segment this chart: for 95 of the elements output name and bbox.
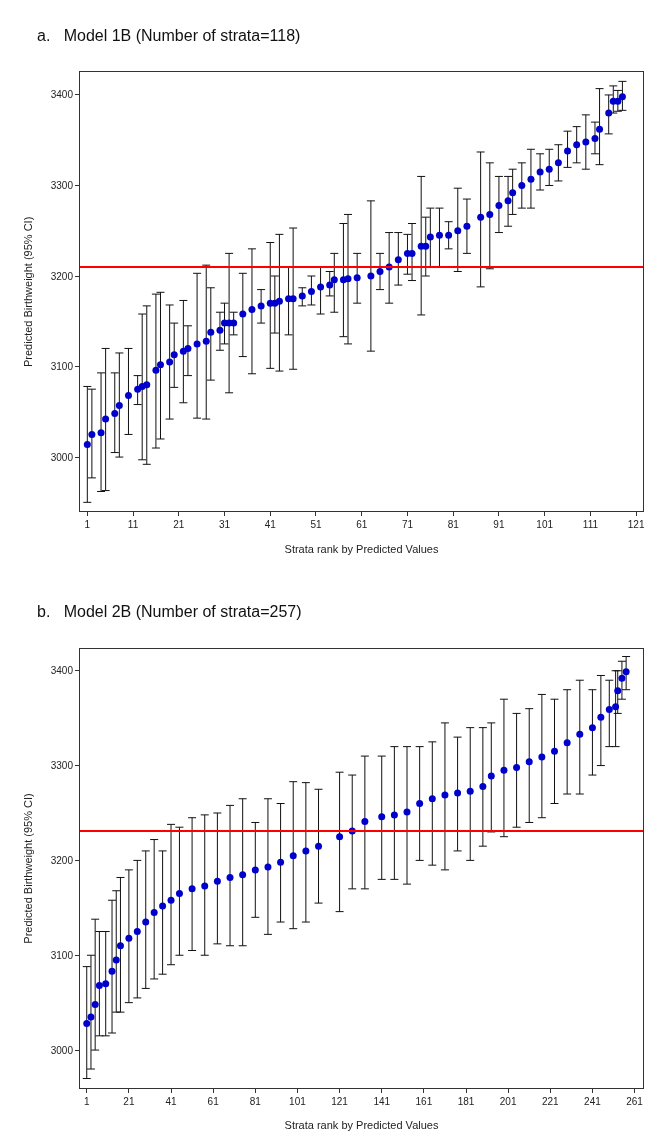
y-tick-label: 3000 bbox=[50, 451, 74, 463]
x-tick-label: 181 bbox=[457, 1096, 475, 1107]
point bbox=[251, 866, 259, 874]
x-tick-label: 41 bbox=[264, 519, 277, 531]
point bbox=[226, 873, 234, 881]
x-tick-label: 121 bbox=[627, 519, 645, 531]
x-tick-label: 61 bbox=[356, 519, 368, 531]
x-tick-label: 41 bbox=[165, 1096, 178, 1107]
x-tick-label: 141 bbox=[373, 1096, 391, 1107]
point bbox=[125, 934, 133, 942]
x-tick-label: 161 bbox=[415, 1096, 433, 1107]
point bbox=[622, 668, 630, 676]
point bbox=[479, 782, 487, 790]
chart-title: b. Model 2B (Number of strata=257) bbox=[37, 603, 302, 620]
x-tick-label: 221 bbox=[541, 1096, 560, 1107]
x-tick-label: 51 bbox=[310, 519, 322, 531]
x-tick-label: 21 bbox=[173, 519, 185, 531]
point bbox=[597, 713, 605, 721]
point bbox=[466, 787, 474, 795]
point bbox=[315, 842, 323, 850]
y-tick-label: 3100 bbox=[50, 949, 74, 961]
point bbox=[87, 1013, 95, 1021]
x-tick-label: 61 bbox=[207, 1096, 220, 1107]
point bbox=[361, 818, 369, 826]
point bbox=[142, 918, 150, 926]
x-tick-label: 31 bbox=[218, 519, 231, 531]
point bbox=[454, 789, 462, 797]
point bbox=[201, 882, 209, 890]
x-tick-label: 261 bbox=[626, 1096, 644, 1107]
x-tick-label: 21 bbox=[123, 1096, 135, 1107]
x-axis-title: Strata rank by Predicted Values bbox=[284, 1119, 439, 1132]
point bbox=[441, 791, 449, 799]
x-tick-label: 81 bbox=[249, 1096, 262, 1107]
y-tick-label: 3100 bbox=[50, 361, 74, 373]
point bbox=[289, 852, 297, 860]
x-tick-label: 1 bbox=[84, 519, 91, 531]
y-axis-title: Predicted Birthweight (95% CI) bbox=[22, 216, 35, 368]
point bbox=[112, 956, 120, 964]
y-axis-title: Predicted Birthweight (95% CI) bbox=[22, 793, 35, 944]
point bbox=[538, 753, 546, 761]
x-tick-label: 11 bbox=[127, 519, 139, 531]
point bbox=[95, 982, 103, 990]
x-tick-label: 101 bbox=[536, 519, 554, 531]
point bbox=[213, 877, 221, 885]
point bbox=[83, 1020, 91, 1028]
point bbox=[612, 703, 620, 711]
point bbox=[108, 967, 116, 975]
point bbox=[390, 811, 398, 819]
y-tick-label: 3400 bbox=[50, 89, 74, 101]
x-tick-label: 111 bbox=[582, 519, 599, 531]
point bbox=[336, 833, 344, 841]
y-tick-label: 3300 bbox=[50, 179, 74, 191]
x-tick-label: 121 bbox=[331, 1096, 349, 1107]
chart-title: a. Model 1B (Number of strata=118) bbox=[37, 27, 301, 44]
point bbox=[133, 928, 141, 936]
x-tick-label: 1 bbox=[83, 1096, 90, 1107]
point bbox=[403, 808, 411, 816]
point bbox=[159, 902, 167, 910]
point bbox=[175, 890, 183, 898]
point bbox=[116, 942, 124, 950]
point bbox=[102, 980, 110, 988]
point bbox=[513, 763, 521, 771]
point bbox=[188, 885, 196, 893]
point bbox=[525, 758, 533, 766]
point bbox=[150, 909, 158, 917]
x-tick-label: 91 bbox=[493, 519, 505, 531]
x-tick-label: 201 bbox=[499, 1096, 517, 1107]
point bbox=[605, 706, 613, 714]
y-tick-label: 3200 bbox=[50, 270, 74, 282]
y-tick-label: 3000 bbox=[50, 1044, 74, 1056]
x-tick-label: 101 bbox=[289, 1096, 307, 1107]
point bbox=[500, 766, 508, 774]
point bbox=[551, 747, 558, 755]
point bbox=[614, 687, 622, 695]
y-tick-label: 3200 bbox=[50, 854, 74, 866]
x-tick-label: 241 bbox=[584, 1096, 602, 1107]
point bbox=[588, 724, 596, 732]
x-axis-title: Strata rank by Predicted Values bbox=[284, 542, 439, 555]
point bbox=[302, 847, 310, 855]
y-tick-label: 3400 bbox=[50, 665, 74, 677]
point bbox=[563, 739, 571, 747]
point bbox=[264, 863, 272, 871]
point bbox=[618, 674, 626, 682]
point bbox=[416, 800, 424, 808]
point bbox=[378, 813, 386, 821]
point bbox=[91, 1001, 99, 1009]
point bbox=[487, 772, 495, 780]
point bbox=[167, 896, 175, 904]
point bbox=[576, 730, 584, 738]
x-tick-label: 81 bbox=[447, 519, 460, 531]
point bbox=[277, 858, 285, 866]
y-tick-label: 3300 bbox=[50, 760, 74, 772]
x-tick-label: 71 bbox=[401, 519, 414, 531]
point bbox=[239, 871, 247, 879]
point bbox=[428, 795, 436, 803]
